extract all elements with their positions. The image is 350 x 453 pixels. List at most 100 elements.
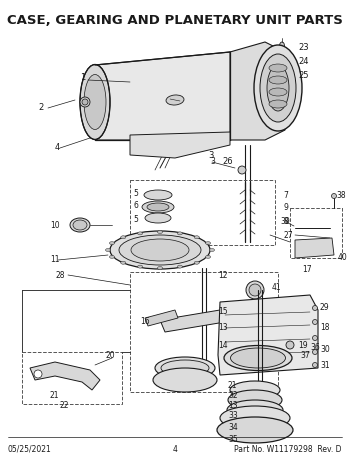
Text: 33: 33	[228, 411, 238, 420]
Ellipse shape	[70, 218, 90, 232]
Ellipse shape	[119, 235, 201, 265]
Text: 17: 17	[302, 265, 312, 275]
Ellipse shape	[205, 255, 211, 258]
Ellipse shape	[121, 236, 126, 239]
Ellipse shape	[80, 97, 90, 107]
Text: 5: 5	[133, 215, 138, 223]
Text: 13: 13	[228, 401, 238, 410]
Text: 38: 38	[336, 192, 346, 201]
Text: 15: 15	[218, 308, 228, 317]
Ellipse shape	[138, 265, 142, 268]
Ellipse shape	[331, 193, 336, 198]
Ellipse shape	[269, 100, 287, 108]
Text: 36: 36	[310, 343, 320, 352]
Ellipse shape	[269, 64, 287, 72]
Polygon shape	[295, 238, 334, 258]
Ellipse shape	[110, 255, 114, 258]
Text: 16: 16	[140, 318, 150, 327]
Ellipse shape	[147, 203, 169, 211]
Ellipse shape	[121, 261, 126, 264]
Text: 2: 2	[38, 103, 43, 112]
Ellipse shape	[138, 232, 142, 235]
Ellipse shape	[177, 232, 182, 235]
Text: 5: 5	[133, 188, 138, 198]
Text: 23: 23	[298, 43, 309, 53]
Ellipse shape	[105, 249, 111, 251]
Ellipse shape	[267, 65, 289, 111]
Text: 12: 12	[218, 270, 228, 280]
Polygon shape	[145, 310, 178, 326]
Ellipse shape	[254, 45, 302, 131]
Text: 8: 8	[283, 217, 288, 226]
Text: 37: 37	[300, 351, 310, 360]
Ellipse shape	[313, 362, 317, 367]
Ellipse shape	[155, 357, 215, 379]
Text: 20: 20	[105, 352, 115, 361]
Text: 3: 3	[208, 150, 213, 159]
Ellipse shape	[249, 284, 261, 296]
Text: 6: 6	[133, 202, 138, 211]
Polygon shape	[30, 362, 100, 390]
Ellipse shape	[238, 166, 246, 174]
Ellipse shape	[205, 241, 211, 245]
Ellipse shape	[145, 213, 171, 223]
Text: 14: 14	[218, 341, 228, 350]
Ellipse shape	[313, 319, 317, 324]
Text: 21: 21	[50, 391, 60, 400]
Ellipse shape	[217, 417, 293, 443]
Text: 21: 21	[228, 381, 238, 390]
Ellipse shape	[177, 265, 182, 268]
Text: 19: 19	[298, 341, 308, 350]
Ellipse shape	[269, 88, 287, 96]
Text: 40: 40	[338, 254, 348, 262]
Ellipse shape	[194, 236, 199, 239]
Text: 11: 11	[50, 255, 60, 265]
Ellipse shape	[131, 239, 189, 261]
Ellipse shape	[231, 348, 286, 368]
Text: 22: 22	[60, 400, 70, 410]
Text: 1: 1	[80, 73, 85, 82]
Ellipse shape	[144, 190, 172, 200]
Text: 39: 39	[280, 217, 290, 226]
Text: 29: 29	[320, 304, 330, 313]
Ellipse shape	[84, 74, 106, 130]
Polygon shape	[160, 310, 225, 332]
Text: Part No. W11179298  Rev. D: Part No. W11179298 Rev. D	[234, 445, 342, 453]
Text: 05/25/2021: 05/25/2021	[8, 445, 52, 453]
Bar	[130, 272, 278, 392]
Text: 32: 32	[228, 391, 238, 400]
Ellipse shape	[158, 231, 162, 233]
Ellipse shape	[246, 281, 264, 299]
Ellipse shape	[286, 341, 294, 349]
Text: 18: 18	[320, 323, 329, 333]
Ellipse shape	[161, 360, 209, 376]
Text: 4: 4	[55, 144, 60, 153]
Ellipse shape	[260, 54, 296, 122]
Ellipse shape	[158, 266, 162, 270]
Polygon shape	[230, 42, 285, 140]
Polygon shape	[130, 132, 230, 158]
Ellipse shape	[230, 381, 280, 399]
Ellipse shape	[313, 350, 317, 355]
Text: 9: 9	[283, 203, 288, 212]
Text: 4: 4	[173, 445, 177, 453]
Ellipse shape	[73, 220, 87, 230]
Ellipse shape	[80, 64, 110, 140]
Bar	[130, 180, 275, 245]
Ellipse shape	[313, 305, 317, 310]
Text: 26: 26	[222, 158, 233, 167]
Text: 10: 10	[50, 221, 60, 230]
Text: 41: 41	[272, 284, 282, 293]
Ellipse shape	[166, 95, 184, 105]
Ellipse shape	[228, 390, 282, 410]
Ellipse shape	[110, 231, 210, 269]
Ellipse shape	[224, 346, 292, 371]
Ellipse shape	[280, 42, 285, 50]
Text: 28: 28	[55, 270, 64, 280]
Ellipse shape	[210, 249, 215, 251]
Ellipse shape	[313, 336, 317, 341]
Text: 30: 30	[320, 346, 330, 355]
Text: 13: 13	[218, 323, 228, 333]
Text: 25: 25	[298, 72, 308, 81]
Text: CASE, GEARING AND PLANETARY UNIT PARTS: CASE, GEARING AND PLANETARY UNIT PARTS	[7, 14, 343, 27]
